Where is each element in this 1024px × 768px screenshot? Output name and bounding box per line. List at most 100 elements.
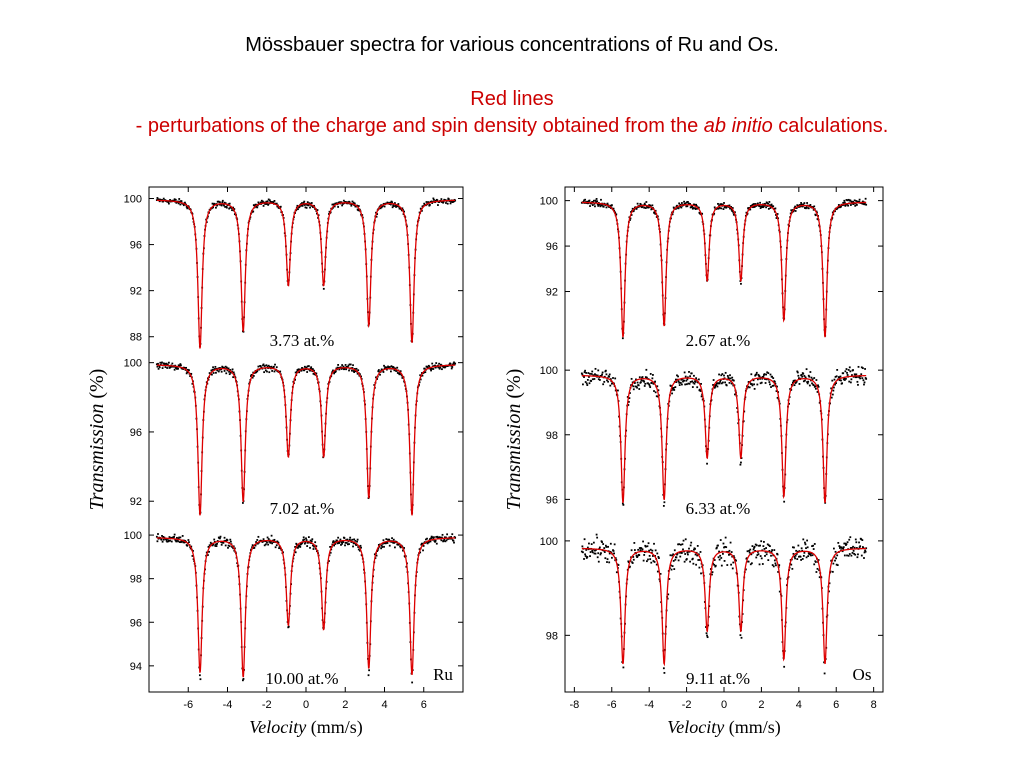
data-point	[676, 553, 678, 556]
x-tick-label: 0	[721, 699, 727, 711]
data-point	[719, 539, 722, 541]
data-point	[433, 198, 435, 201]
data-point	[268, 540, 271, 543]
data-point	[191, 382, 194, 385]
data-point	[309, 539, 312, 542]
data-point	[648, 384, 651, 387]
data-point	[854, 553, 857, 556]
data-point	[163, 362, 166, 365]
data-point	[586, 378, 589, 381]
data-point	[182, 368, 185, 370]
data-point	[343, 368, 346, 371]
data-point	[629, 217, 632, 220]
data-point	[732, 555, 735, 558]
data-point	[752, 379, 755, 382]
data-point	[753, 546, 755, 549]
data-point	[331, 543, 334, 546]
data-point	[356, 372, 359, 375]
data-point	[638, 388, 641, 390]
data-point	[359, 549, 361, 552]
data-point	[614, 377, 617, 380]
data-point	[750, 553, 753, 556]
data-point	[346, 538, 349, 541]
data-point	[790, 209, 793, 212]
data-point	[431, 362, 434, 365]
data-point	[765, 373, 768, 376]
data-point	[689, 560, 691, 563]
data-point	[267, 203, 270, 206]
data-point	[259, 201, 262, 204]
data-point	[802, 372, 805, 375]
data-point	[421, 542, 424, 545]
data-point	[445, 536, 447, 539]
data-point	[629, 565, 631, 568]
data-point	[223, 204, 225, 207]
data-point	[685, 383, 688, 386]
data-point	[589, 372, 591, 375]
data-point	[262, 364, 264, 367]
data-point	[178, 536, 181, 539]
data-point	[311, 368, 314, 370]
data-point	[718, 204, 720, 207]
data-point	[448, 536, 451, 539]
data-point	[306, 204, 309, 206]
data-point	[423, 202, 426, 205]
y-axis-title: Transmission (%)	[503, 369, 525, 511]
data-point	[377, 543, 380, 546]
data-point	[845, 199, 848, 201]
data-point	[671, 213, 674, 216]
data-point	[831, 570, 834, 573]
data-point	[295, 371, 298, 373]
data-point	[255, 205, 257, 208]
data-point	[753, 383, 755, 386]
data-point	[795, 553, 798, 555]
data-point	[693, 203, 696, 206]
data-point	[676, 374, 678, 377]
data-point	[427, 541, 430, 544]
data-point	[221, 199, 224, 202]
data-point	[331, 203, 334, 206]
data-point	[755, 371, 758, 374]
data-point	[219, 537, 221, 540]
data-point	[793, 556, 796, 558]
data-point	[174, 538, 177, 541]
data-point	[233, 549, 236, 552]
data-point	[859, 545, 862, 548]
data-point	[277, 541, 280, 544]
data-point	[596, 374, 599, 377]
data-point	[594, 373, 596, 376]
data-point	[657, 555, 660, 558]
data-point	[383, 364, 385, 367]
data-point	[310, 540, 313, 543]
data-point	[841, 547, 844, 550]
data-point	[638, 554, 641, 557]
data-point	[294, 378, 297, 381]
data-point	[699, 390, 702, 392]
data-point	[678, 202, 681, 205]
y-tick-label: 100	[540, 536, 558, 548]
data-point	[798, 377, 800, 380]
y-axis-title: Transmission (%)	[86, 369, 108, 511]
data-point	[740, 636, 743, 639]
data-point	[373, 384, 376, 386]
data-point	[229, 540, 232, 543]
data-point	[228, 207, 231, 210]
data-point	[394, 204, 397, 207]
data-point	[692, 562, 695, 565]
data-point	[734, 211, 736, 214]
data-point	[747, 385, 749, 388]
x-axis-title-italic: Velocity	[249, 717, 306, 737]
data-point	[649, 548, 652, 551]
data-point	[594, 549, 596, 552]
data-point	[800, 202, 802, 204]
concentration-label: 10.00 at.%	[265, 669, 338, 688]
data-point	[854, 204, 857, 207]
data-point	[425, 201, 428, 203]
data-point	[694, 208, 697, 210]
data-point	[641, 548, 644, 551]
data-point	[849, 381, 852, 384]
data-point	[178, 541, 181, 543]
data-point	[700, 382, 702, 385]
data-point	[816, 391, 819, 393]
data-point	[788, 402, 790, 405]
